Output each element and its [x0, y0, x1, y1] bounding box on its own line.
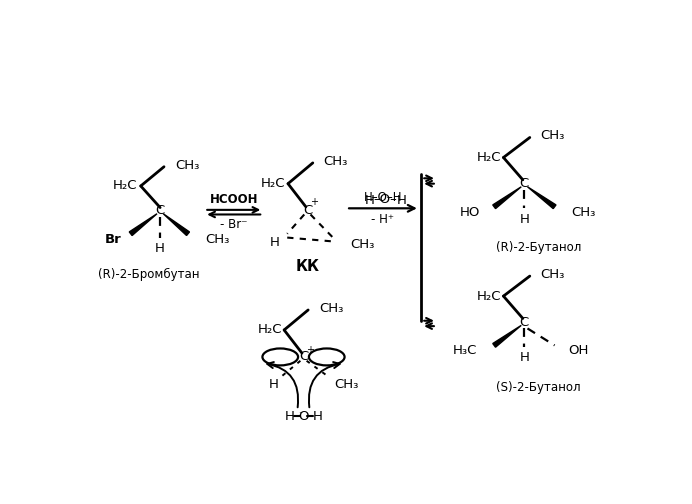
Text: Br: Br: [104, 233, 121, 245]
Text: C: C: [520, 316, 529, 329]
Text: КК: КК: [295, 260, 320, 274]
Text: CH₃: CH₃: [572, 206, 596, 219]
Text: H: H: [520, 351, 529, 364]
Polygon shape: [163, 214, 190, 235]
Text: - H⁺: - H⁺: [372, 213, 394, 226]
Text: CH₃: CH₃: [175, 159, 199, 172]
Text: CH₃: CH₃: [205, 233, 230, 245]
Text: (R)-2-Бутанол: (R)-2-Бутанол: [495, 241, 581, 254]
Polygon shape: [493, 326, 521, 347]
Text: H: H: [313, 410, 322, 423]
Text: H₂C: H₂C: [477, 290, 501, 302]
Text: HO: HO: [459, 206, 480, 219]
Text: H: H: [269, 378, 279, 391]
Text: +: +: [310, 197, 318, 207]
Text: CH₃: CH₃: [350, 238, 374, 251]
Text: H: H: [284, 410, 295, 423]
Text: ..: ..: [298, 406, 304, 415]
Text: H₂C: H₂C: [257, 324, 282, 337]
Text: C: C: [520, 177, 529, 190]
Text: +: +: [307, 345, 314, 355]
Text: H₂C: H₂C: [113, 179, 138, 193]
Polygon shape: [129, 214, 157, 235]
Text: (R)-2-Бромбутан: (R)-2-Бромбутан: [98, 268, 199, 281]
Text: H: H: [520, 213, 529, 226]
Text: HCOOH: HCOOH: [210, 194, 258, 206]
Text: (S)-2-Бутанол: (S)-2-Бутанол: [496, 381, 581, 394]
Text: CH₃: CH₃: [540, 268, 565, 281]
Polygon shape: [493, 187, 521, 209]
Text: H: H: [365, 194, 374, 207]
Text: CH₃: CH₃: [324, 155, 348, 168]
Text: O: O: [298, 410, 309, 423]
Text: H: H: [270, 236, 280, 248]
Polygon shape: [527, 187, 556, 209]
Text: H–O–H: H–O–H: [364, 191, 402, 204]
Text: CH₃: CH₃: [335, 378, 359, 391]
Text: CH₃: CH₃: [540, 130, 565, 143]
Text: - Br⁻: - Br⁻: [220, 218, 248, 231]
Text: C: C: [303, 204, 312, 217]
Text: –O–: –O–: [373, 193, 397, 206]
Text: H: H: [397, 194, 407, 207]
Text: C: C: [299, 350, 308, 363]
Text: H₂C: H₂C: [477, 151, 501, 164]
Text: C: C: [156, 204, 165, 217]
Text: CH₃: CH₃: [319, 302, 343, 315]
Text: H₂C: H₂C: [261, 177, 286, 190]
Text: H₃C: H₃C: [453, 344, 477, 357]
Text: OH: OH: [569, 344, 589, 357]
Text: H: H: [155, 242, 165, 255]
